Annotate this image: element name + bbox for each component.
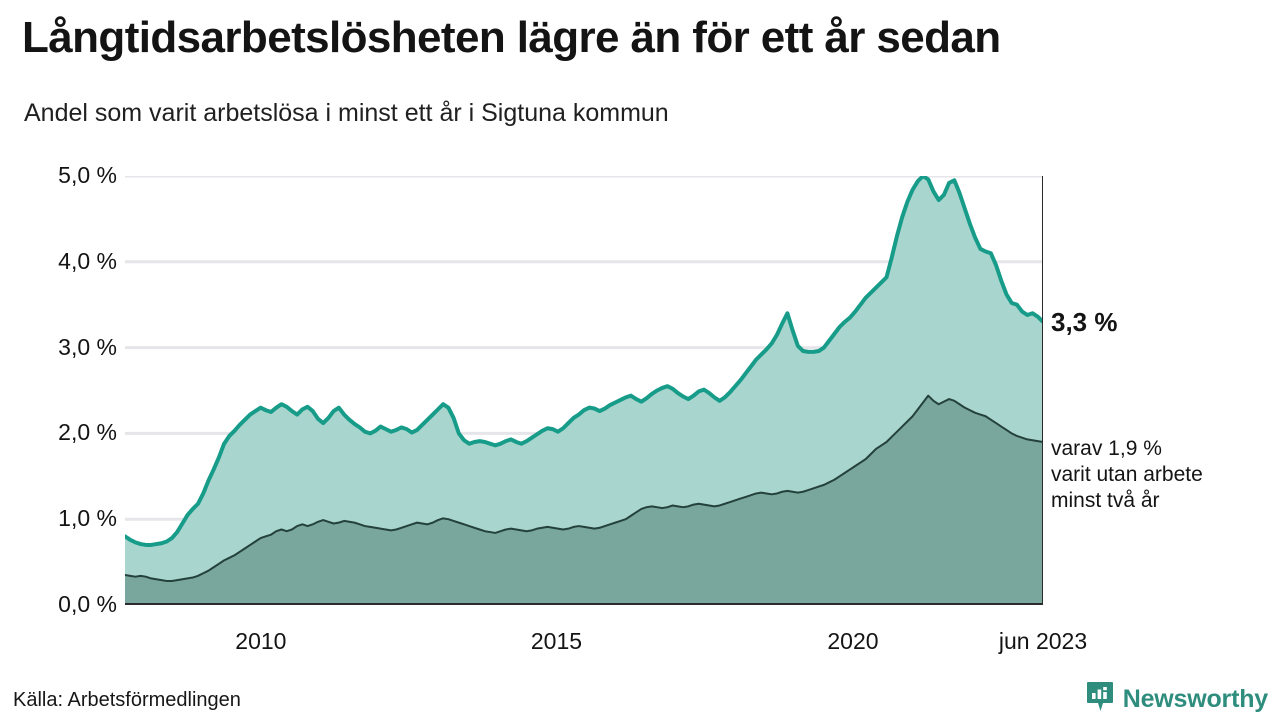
annotation-sub-line2: varit utan arbete	[1051, 463, 1203, 486]
x-tick-label: 2010	[235, 628, 287, 654]
y-tick-label: 1,0 %	[58, 505, 117, 532]
x-tick-label: 2020	[827, 628, 879, 654]
series-line-0	[125, 176, 1043, 545]
y-tick-label: 2,0 %	[58, 419, 117, 446]
chart-subtitle: Andel som varit arbetslösa i minst ett å…	[24, 99, 669, 127]
area-chart-svg	[125, 176, 1043, 605]
brand-name: Newsworthy	[1122, 684, 1268, 713]
series-area-1	[125, 395, 1043, 605]
y-tick-label: 5,0 %	[58, 162, 117, 188]
annotation-sub-line3: minst två år	[1051, 489, 1160, 512]
series-line-1	[125, 396, 1043, 581]
annotation-sub-line1: varav 1,9 %	[1051, 437, 1162, 460]
y-tick-label: 0,0 %	[58, 591, 117, 617]
y-tick-label: 4,0 %	[58, 247, 117, 274]
series-layers	[125, 176, 1043, 605]
annotation-sub-label: varav 1,9 % varit utan arbete minst två …	[1051, 436, 1203, 514]
newsworthy-logo: Newsworthy	[1086, 681, 1268, 718]
x-tick-label: jun 2023	[998, 628, 1088, 654]
bar-chart-pin-icon	[1086, 681, 1114, 718]
y-axis: 0,0 % 1,0 % 2,0 % 3,0 % 4,0 % 5,0 %	[0, 164, 117, 616]
annotation-total-value: 3,3 %	[1051, 307, 1118, 337]
source-note: Källa: Arbetsförmedlingen	[13, 689, 241, 711]
y-tick-label: 3,0 %	[58, 333, 117, 360]
page-title: Långtidsarbetslösheten lägre än för ett …	[22, 13, 1001, 62]
chart-plot-area	[125, 176, 1043, 605]
x-tick-label: 2015	[530, 628, 583, 654]
